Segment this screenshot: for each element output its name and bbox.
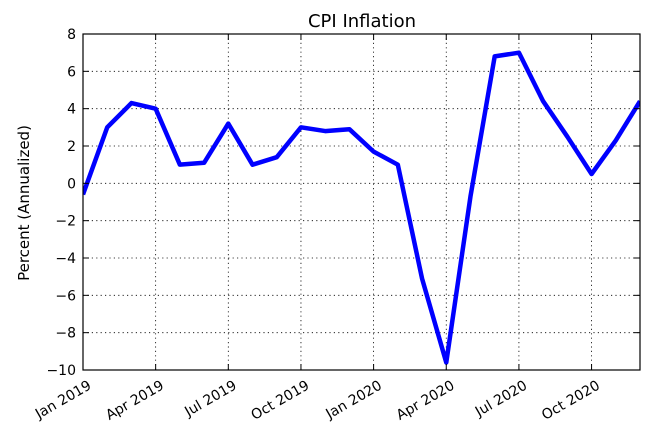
x-tick-label: Jul 2020: [472, 378, 530, 421]
x-tick-label: Oct 2020: [539, 378, 603, 424]
x-tick-label: Apr 2019: [103, 378, 167, 424]
y-tick-label: 2: [67, 139, 76, 155]
y-tick-label: 8: [67, 27, 76, 43]
chart-title: CPI Inflation: [308, 11, 416, 32]
series-line: [83, 50, 640, 365]
y-tick-label: 4: [67, 102, 76, 118]
gridlines: [83, 34, 640, 370]
y-tick-label: −8: [55, 326, 76, 342]
y-tick-label: 6: [67, 64, 76, 80]
x-tick-label: Jan 2019: [32, 378, 94, 423]
y-tick-label: −2: [55, 214, 76, 230]
x-tick-label: Oct 2019: [249, 378, 313, 424]
series-layer: [83, 50, 640, 365]
y-axis-label: Percent (Annualized): [15, 125, 33, 281]
ticks: −10 −8 −6 −4 −2 0 2 4 6 8 Jan 2019 Apr 2019 Jul 2019…: [32, 27, 640, 424]
y-tick-label: −6: [55, 288, 76, 304]
y-tick-label: −4: [55, 251, 76, 267]
x-tick-label: Jul 2019: [181, 378, 239, 421]
y-axis-label-group: Percent (Annualized): [15, 125, 33, 281]
y-tick-label: −10: [46, 363, 76, 379]
plot-frame: [82, 33, 641, 371]
x-tick-label: Jan 2020: [323, 378, 385, 423]
x-tick-label: Apr 2020: [394, 378, 458, 424]
y-tick-label: 0: [67, 176, 76, 192]
